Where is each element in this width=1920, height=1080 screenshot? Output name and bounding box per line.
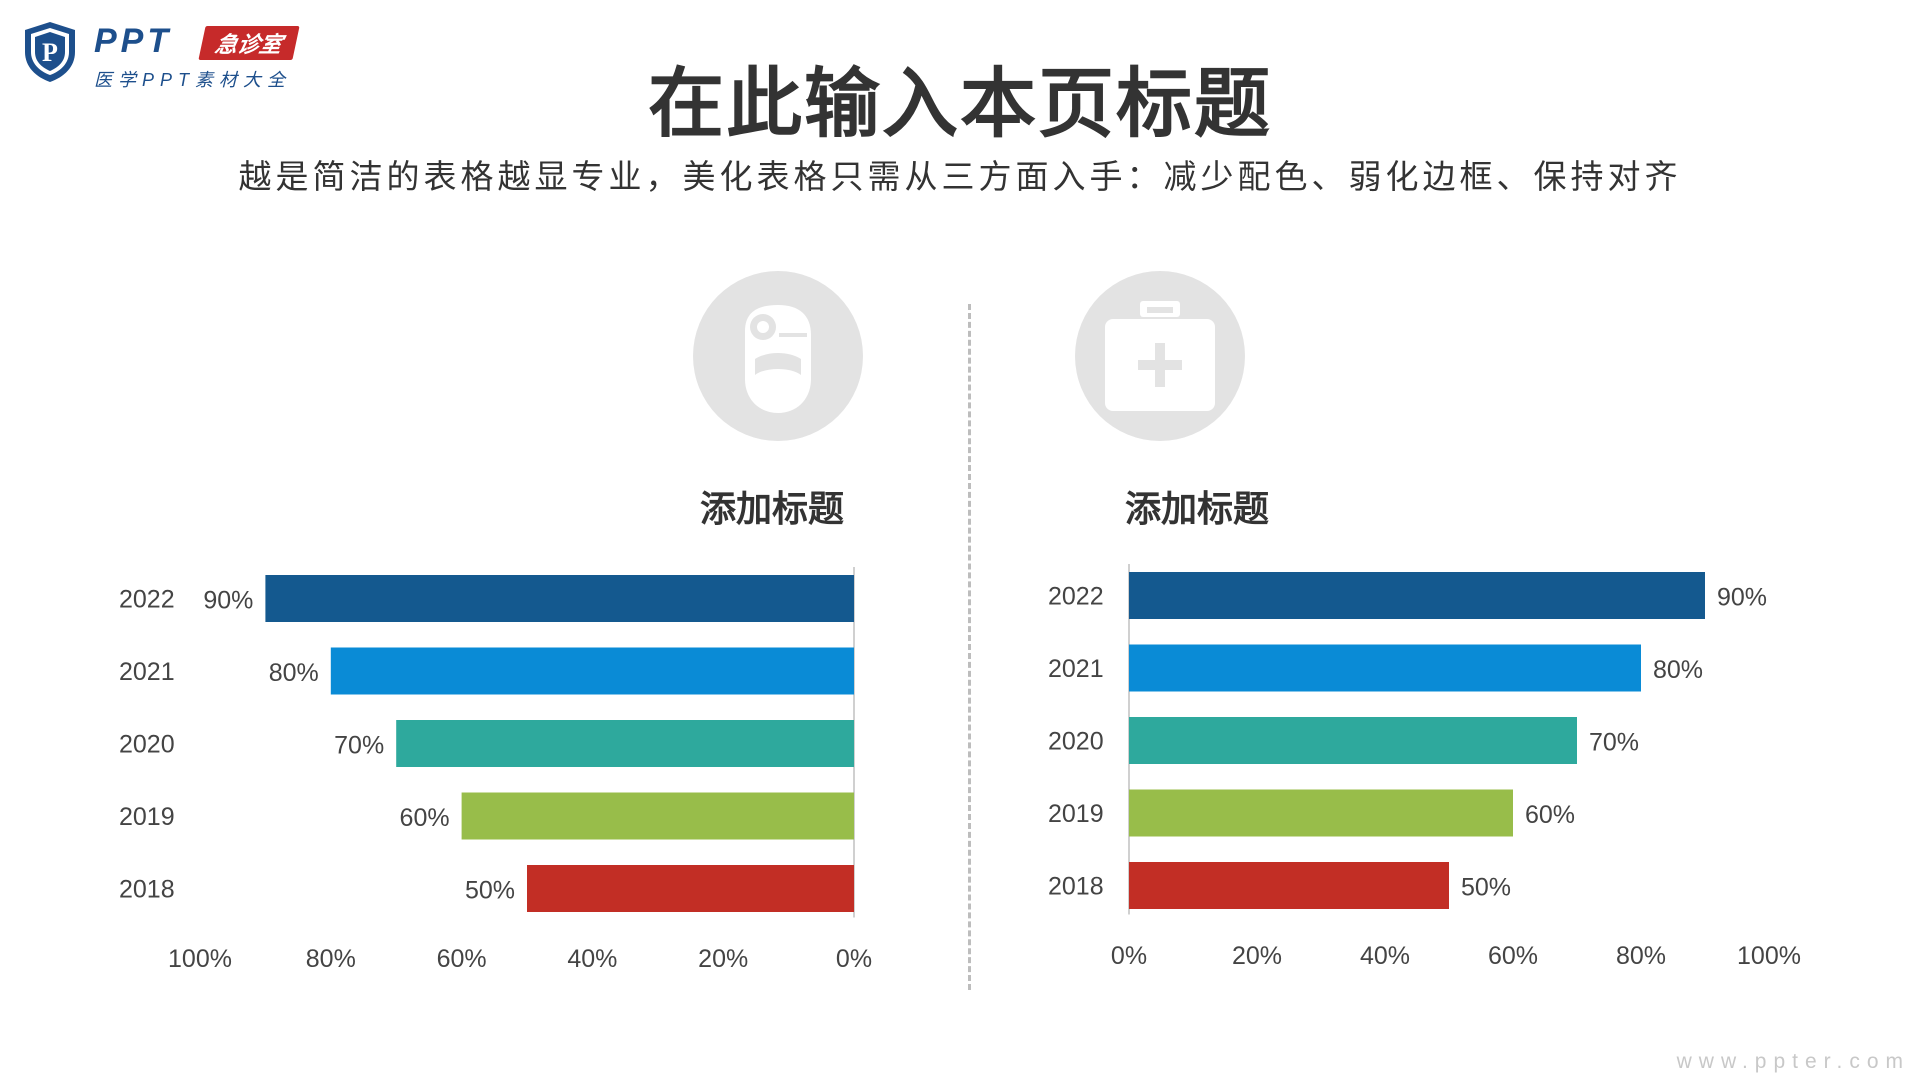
category-label-2019: 2019	[119, 803, 175, 831]
shield-logo-icon: P	[25, 22, 75, 82]
bar-2021	[330, 647, 854, 695]
category-label-2018: 2018	[119, 876, 175, 904]
data-label-2020: 70%	[1589, 729, 1639, 757]
x-tick-label: 60%	[1488, 942, 1538, 970]
x-tick-label: 40%	[1360, 942, 1410, 970]
x-tick-label: 0%	[836, 945, 872, 973]
category-label-2021: 2021	[119, 658, 175, 686]
category-label-2018: 2018	[1048, 873, 1104, 901]
bar-2019	[461, 792, 854, 840]
medkit-icon-circle	[1075, 271, 1245, 441]
data-label-2021: 80%	[1653, 656, 1703, 684]
data-label-2022: 90%	[1717, 584, 1767, 612]
page-subtitle: 越是简洁的表格越显专业，美化表格只需从三方面入手：减少配色、弱化边框、保持对齐	[238, 158, 1682, 195]
x-tick-label: 0%	[1111, 942, 1147, 970]
bar-2022	[265, 575, 854, 622]
bar-2018	[527, 865, 854, 912]
x-tick-label: 80%	[1616, 942, 1666, 970]
x-tick-label: 100%	[1737, 942, 1801, 970]
data-label-2022: 90%	[203, 587, 253, 615]
data-label-2019: 60%	[400, 804, 450, 832]
category-label-2020: 2020	[1048, 728, 1104, 756]
bar-2022	[1129, 572, 1705, 619]
doctor-head-mirror-icon	[745, 305, 811, 413]
x-tick-label: 20%	[698, 945, 748, 973]
category-label-2022: 2022	[1048, 583, 1104, 611]
bar-2020	[1129, 717, 1577, 764]
bar-2020	[396, 720, 854, 767]
center-divider	[968, 304, 971, 990]
page-title: 在此输入本页标题	[648, 62, 1272, 147]
logo: P PPT 急诊室 医学PPT素材大全	[22, 20, 322, 90]
bar-2018	[1129, 862, 1449, 909]
category-label-2021: 2021	[1048, 655, 1104, 683]
x-tick-label: 20%	[1232, 942, 1282, 970]
x-tick-label: 40%	[567, 945, 617, 973]
data-label-2018: 50%	[465, 877, 515, 905]
left-bar-chart: 2022 90% 2021 80% 2020 70% 2019 60% 2018 50% 0% 20%…	[119, 567, 872, 973]
bar-2019	[1129, 789, 1513, 837]
shield-letter: P	[42, 38, 58, 67]
first-aid-kit-icon	[1105, 301, 1215, 411]
data-label-2020: 70%	[334, 732, 384, 760]
logo-subtitle: 医学PPT素材大全	[94, 70, 292, 90]
data-label-2019: 60%	[1525, 801, 1575, 829]
category-label-2020: 2020	[119, 731, 175, 759]
x-tick-label: 80%	[306, 945, 356, 973]
x-tick-label: 100%	[168, 945, 232, 973]
left-panel-title: 添加标题	[700, 488, 845, 529]
right-panel-title: 添加标题	[1125, 488, 1270, 529]
data-label-2021: 80%	[269, 659, 319, 687]
data-label-2018: 50%	[1461, 874, 1511, 902]
watermark: www.ppter.com	[1676, 1050, 1910, 1073]
x-tick-label: 60%	[437, 945, 487, 973]
logo-brand: PPT	[94, 22, 173, 60]
category-label-2022: 2022	[119, 586, 175, 614]
category-label-2019: 2019	[1048, 800, 1104, 828]
doctor-icon-circle	[693, 271, 863, 441]
bar-2021	[1129, 644, 1641, 692]
